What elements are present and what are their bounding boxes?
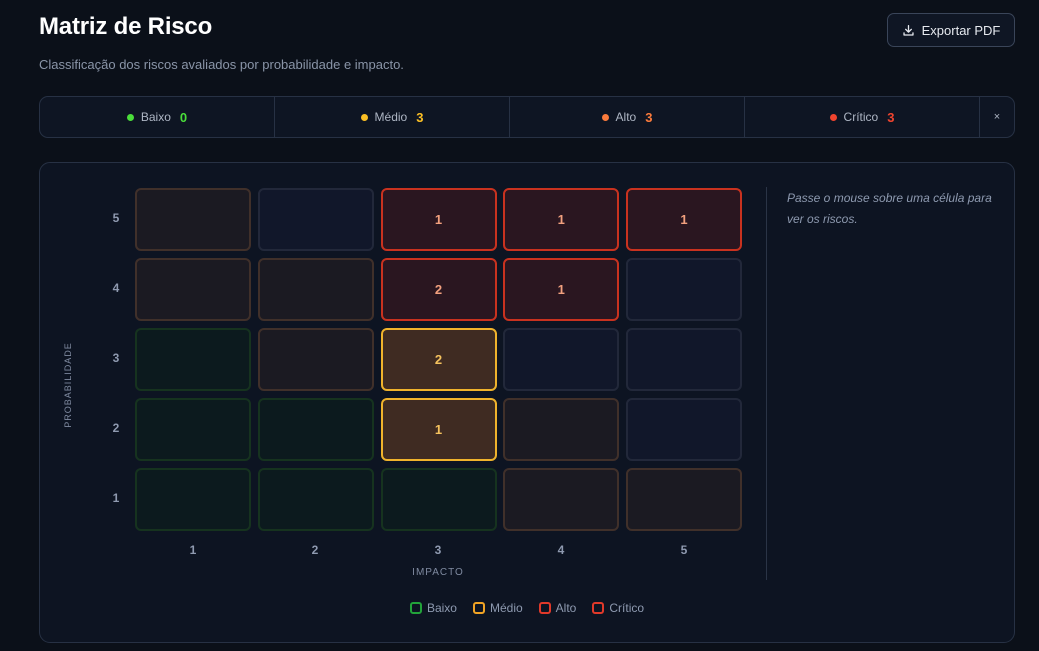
legend-item-medio: Médio xyxy=(472,601,523,615)
matrix-cell-p5-i3[interactable]: 1 xyxy=(380,188,497,251)
matrix-cell-p2-i3[interactable]: 1 xyxy=(380,398,497,461)
alto-dot-icon xyxy=(601,113,609,121)
page-subtitle: Classificação dos riscos avaliados por p… xyxy=(39,57,404,72)
x-tick: 3 xyxy=(434,543,442,557)
matrix-cell-p3-i5[interactable] xyxy=(626,328,742,391)
summary-critico[interactable]: Crítico 3 xyxy=(745,97,980,137)
matrix-cell-p5-i5[interactable]: 1 xyxy=(626,188,742,251)
legend-label: Crítico xyxy=(609,601,645,615)
matrix-cell-p4-i2[interactable] xyxy=(257,258,374,321)
x-tick: 5 xyxy=(680,543,688,557)
summary-label: Médio xyxy=(374,110,408,124)
legend-label: Médio xyxy=(489,601,523,615)
matrix-cell-p5-i2[interactable] xyxy=(257,188,374,251)
legend-item-baixo: Baixo xyxy=(409,601,457,615)
matrix-cell-p4-i3[interactable]: 2 xyxy=(380,258,497,321)
summary-count: 3 xyxy=(416,109,424,125)
x-tick: 2 xyxy=(311,543,319,557)
hover-hint: Passe o mouse sobre uma célula para ver … xyxy=(787,191,992,226)
panel-divider xyxy=(766,187,767,580)
legend-swatch xyxy=(409,602,422,614)
matrix-cell-p1-i3[interactable] xyxy=(380,468,497,531)
medio-dot-icon xyxy=(360,113,368,121)
export-pdf-button[interactable]: Exportar PDF xyxy=(887,13,1015,47)
y-axis-label: PROBABILIDADE xyxy=(63,342,73,428)
baixo-dot-icon xyxy=(126,113,134,121)
summary-alto[interactable]: Alto 3 xyxy=(510,97,745,137)
matrix-cell-p1-i5[interactable] xyxy=(626,468,742,531)
risk-summary-bar: Baixo 0 Médio 3 Alto 3 Crítico 3 × xyxy=(39,96,1015,138)
matrix-cell-p3-i4[interactable] xyxy=(503,328,620,391)
legend-item-alto: Alto xyxy=(538,601,577,615)
y-tick: 4 xyxy=(112,281,120,295)
y-tick: 2 xyxy=(112,421,120,435)
x-axis-label: IMPACTO xyxy=(412,567,464,578)
legend: Baixo Médio Alto Crítico xyxy=(40,601,1014,615)
matrix-cell-p2-i5[interactable] xyxy=(626,398,742,461)
summary-label: Crítico xyxy=(843,110,879,124)
matrix-cell-p3-i3[interactable]: 2 xyxy=(380,328,497,391)
matrix-cell-p3-i1[interactable] xyxy=(135,328,251,391)
legend-swatch xyxy=(472,602,485,614)
summary-baixo[interactable]: Baixo 0 xyxy=(40,97,275,137)
x-tick: 1 xyxy=(189,543,197,557)
legend-label: Alto xyxy=(555,601,577,615)
summary-label: Alto xyxy=(615,110,637,124)
legend-swatch xyxy=(592,602,605,614)
summary-count: 3 xyxy=(645,109,653,125)
summary-label: Baixo xyxy=(140,110,171,124)
matrix-cell-p1-i4[interactable] xyxy=(503,468,620,531)
critico-dot-icon xyxy=(829,113,837,121)
matrix-cell-p2-i1[interactable] xyxy=(135,398,251,461)
y-tick: 5 xyxy=(112,211,120,225)
matrix-cell-p5-i1[interactable] xyxy=(135,188,251,251)
y-tick: 1 xyxy=(112,491,120,505)
summary-medio[interactable]: Médio 3 xyxy=(275,97,510,137)
matrix-cell-p2-i4[interactable] xyxy=(503,398,620,461)
y-tick: 3 xyxy=(112,351,120,365)
export-pdf-label: Exportar PDF xyxy=(921,22,1001,38)
matrix-cell-p1-i2[interactable] xyxy=(257,468,374,531)
x-tick: 4 xyxy=(557,543,565,557)
summary-count: 0 xyxy=(179,109,188,125)
matrix-cell-p4-i5[interactable] xyxy=(626,258,742,321)
download-icon xyxy=(903,24,914,36)
close-filter-button[interactable]: × xyxy=(993,111,1001,123)
matrix-cell-p2-i2[interactable] xyxy=(257,398,374,461)
matrix-cell-p4-i4[interactable]: 1 xyxy=(503,258,620,321)
matrix-cell-p4-i1[interactable] xyxy=(135,258,251,321)
legend-label: Baixo xyxy=(426,601,457,615)
legend-item-critico: Crítico xyxy=(592,601,644,615)
matrix-cell-p3-i2[interactable] xyxy=(257,328,374,391)
summary-count: 3 xyxy=(887,109,895,125)
matrix-cell-p5-i4[interactable]: 1 xyxy=(503,188,620,251)
page-title: Matriz de Risco xyxy=(39,13,213,40)
legend-swatch xyxy=(538,602,551,614)
matrix-cell-p1-i1[interactable] xyxy=(135,468,251,531)
